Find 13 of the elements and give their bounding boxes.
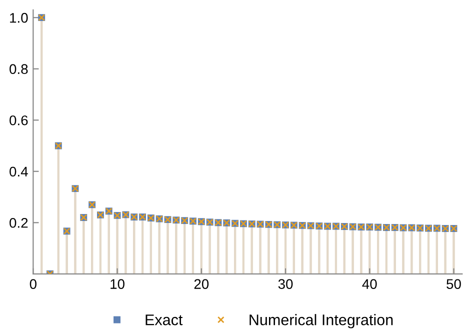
x-tick-label: 50 (446, 279, 461, 289)
legend-label: Exact (146, 314, 183, 326)
x-tick-label: 40 (362, 279, 377, 289)
y-tick-label: 0.2 (10, 218, 28, 228)
legend-label: Numerical Integration (250, 314, 393, 328)
x-tick-label: 30 (278, 279, 293, 289)
y-tick-label: 1.0 (10, 12, 28, 23)
x-tick-label: 20 (194, 279, 209, 289)
x-tick-label: 10 (110, 279, 124, 289)
y-tick-label: 0.6 (10, 115, 28, 126)
y-tick-label: 0.4 (10, 166, 28, 177)
x-tick-label: 0 (30, 279, 36, 289)
y-tick-label: 0.8 (10, 64, 28, 74)
